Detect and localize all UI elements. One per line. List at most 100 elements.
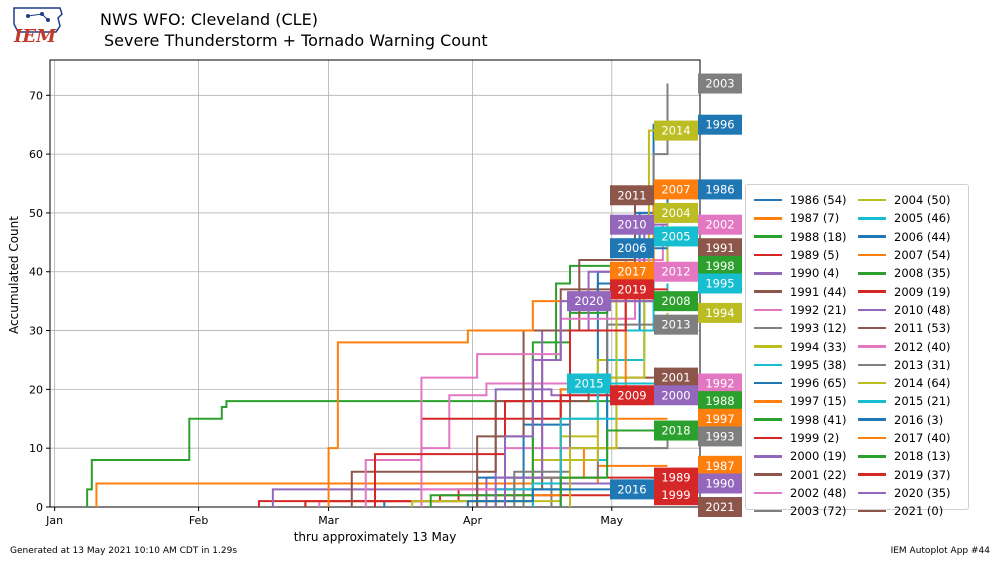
- legend-swatch: [754, 400, 782, 403]
- legend-swatch: [858, 491, 886, 495]
- end-label-2005: 2005: [654, 226, 698, 247]
- end-label-text: 2014: [661, 124, 690, 138]
- legend-item-2019: 2019 (37): [858, 465, 951, 483]
- end-label-1990: 1990: [698, 473, 742, 494]
- legend: 1986 (54) 1987 (7) 1988 (18) 1989 (5) 1990 (…: [745, 184, 969, 518]
- end-label-2020: 2020: [567, 291, 611, 312]
- end-label-2008: 2008: [654, 291, 698, 312]
- legend-label: 2006 (44): [894, 229, 951, 244]
- legend-item-2005: 2005 (46): [858, 209, 951, 227]
- legend-item-2012: 2012 (40): [858, 337, 951, 355]
- legend-label: 1994 (33): [790, 339, 847, 354]
- legend-swatch: [754, 253, 782, 257]
- end-label-box: [654, 261, 698, 282]
- end-label-2019: 2019: [610, 279, 654, 300]
- end-label-text: 1992: [705, 376, 734, 390]
- end-label-2012: 2012: [654, 261, 698, 282]
- legend-label: 2019 (37): [894, 467, 951, 482]
- end-label-text: 2013: [661, 318, 690, 332]
- y-axis-label: Accumulated Count: [7, 216, 21, 334]
- legend-item-1999: 1999 (2): [754, 429, 847, 447]
- end-label-2000: 2000: [654, 385, 698, 406]
- legend-swatch: [858, 272, 886, 275]
- legend-swatch: [858, 381, 886, 385]
- legend-item-2008: 2008 (35): [858, 264, 951, 282]
- end-label-box: [698, 273, 742, 294]
- legend-label: 2004 (50): [894, 193, 951, 208]
- end-label-box: [698, 426, 742, 447]
- end-label-box: [610, 385, 654, 406]
- legend-swatch: [858, 509, 886, 513]
- app-credit: IEM Autoplot App #44: [890, 546, 990, 556]
- legend-item-1991: 1991 (44): [754, 282, 847, 300]
- end-label-box: [698, 408, 742, 429]
- legend-swatch: [754, 491, 782, 495]
- end-label-box: [698, 473, 742, 494]
- legend-item-2011: 2011 (53): [858, 319, 951, 337]
- end-label-1997: 1997: [698, 408, 742, 429]
- end-label-text: 2015: [574, 376, 603, 390]
- legend-label: 2003 (72): [790, 504, 847, 519]
- chart-title: NWS WFO: Cleveland (CLE): [100, 10, 318, 29]
- legend-swatch: [858, 217, 886, 220]
- legend-swatch: [754, 363, 782, 367]
- end-label-box: [698, 373, 742, 394]
- end-label-box: [567, 291, 611, 312]
- legend-label: 1997 (15): [790, 394, 847, 409]
- legend-label: 1987 (7): [790, 211, 840, 226]
- end-label-text: 2021: [705, 500, 734, 514]
- end-label-text: 2008: [661, 294, 690, 308]
- x-tick-label: Apr: [463, 514, 483, 527]
- legend-item-1994: 1994 (33): [754, 337, 847, 355]
- end-label-box: [567, 373, 611, 394]
- legend-item-2010: 2010 (48): [858, 301, 951, 319]
- legend-column-2: 2004 (50) 2005 (46) 2006 (44) 2007 (54) 2008…: [858, 191, 951, 520]
- legend-label: 2008 (35): [894, 266, 951, 281]
- legend-label: 1986 (54): [790, 193, 847, 208]
- end-label-text: 1997: [705, 412, 734, 426]
- end-label-2009: 2009: [610, 385, 654, 406]
- end-label-text: 1986: [705, 182, 734, 196]
- series-line-2016: [466, 488, 668, 507]
- end-label-text: 2019: [617, 282, 646, 296]
- legend-item-1990: 1990 (4): [754, 264, 847, 282]
- y-tick-label: 0: [36, 501, 43, 514]
- end-label-text: 1994: [705, 306, 734, 320]
- end-label-2003: 2003: [698, 73, 742, 94]
- legend-label: 1996 (65): [790, 376, 847, 391]
- end-label-box: [654, 467, 698, 488]
- end-label-text: 1991: [705, 241, 734, 255]
- end-label-box: [698, 391, 742, 412]
- end-label-box: [610, 279, 654, 300]
- end-label-text: 1990: [705, 476, 734, 490]
- legend-label: 2016 (3): [894, 412, 944, 427]
- end-label-2021: 2021: [698, 497, 742, 517]
- series-line-2018: [559, 429, 668, 507]
- legend-swatch: [858, 235, 886, 238]
- legend-label: 2021 (0): [894, 504, 944, 519]
- legend-label: 2009 (19): [894, 284, 951, 299]
- end-label-box: [698, 255, 742, 276]
- end-label-text: 2016: [617, 482, 646, 496]
- end-label-2011: 2011: [610, 185, 654, 206]
- legend-swatch: [754, 473, 782, 476]
- end-label-box: [654, 385, 698, 406]
- legend-item-2021: 2021 (0): [858, 502, 951, 520]
- legend-label: 1995 (38): [790, 357, 847, 372]
- y-tick-label: 30: [29, 325, 43, 338]
- legend-swatch: [754, 509, 782, 513]
- generated-note: Generated at 13 May 2021 10:10 AM CDT in…: [10, 546, 238, 556]
- end-label-box: [698, 238, 742, 259]
- end-label-1988: 1988: [698, 391, 742, 412]
- legend-swatch: [858, 326, 886, 330]
- end-label-2016: 2016: [610, 479, 654, 500]
- legend-label: 2002 (48): [790, 485, 847, 500]
- legend-item-1993: 1993 (12): [754, 319, 847, 337]
- end-label-text: 2007: [661, 182, 690, 196]
- end-label-1995: 1995: [698, 273, 742, 294]
- legend-swatch: [858, 400, 886, 403]
- x-axis-label: thru approximately 13 May: [294, 530, 457, 544]
- legend-item-1997: 1997 (15): [754, 392, 847, 410]
- legend-label: 2012 (40): [894, 339, 951, 354]
- legend-label: 2017 (40): [894, 431, 951, 445]
